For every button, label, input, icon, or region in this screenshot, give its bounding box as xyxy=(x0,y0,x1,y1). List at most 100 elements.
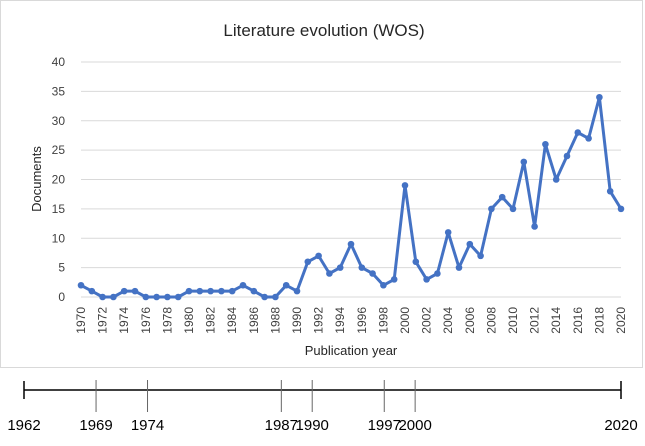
data-point xyxy=(336,264,344,271)
x-tick-label: 1982 xyxy=(204,307,218,334)
x-tick-label: 2000 xyxy=(398,307,412,334)
data-point xyxy=(315,252,322,260)
data-point xyxy=(304,258,312,266)
data-point xyxy=(542,140,549,148)
y-tick-label: 25 xyxy=(52,143,66,157)
data-point xyxy=(250,287,258,295)
timeline-label: 1974 xyxy=(131,417,164,434)
data-point xyxy=(88,287,96,295)
x-tick-label: 1984 xyxy=(225,307,239,334)
data-point xyxy=(347,240,355,248)
x-tick-label: 1998 xyxy=(376,307,390,334)
series-documents xyxy=(77,93,625,301)
data-point xyxy=(606,187,614,195)
timeline-label: 2000 xyxy=(398,417,431,434)
x-axis-label: Publication year xyxy=(305,343,398,358)
x-tick-label: 2004 xyxy=(441,307,455,334)
data-point xyxy=(239,281,247,289)
data-point xyxy=(282,281,290,289)
data-point xyxy=(401,182,409,189)
y-axis-label: Documents xyxy=(29,146,44,212)
y-tick-label: 10 xyxy=(52,231,66,245)
x-tick-label: 2014 xyxy=(549,307,563,334)
data-point xyxy=(434,270,441,277)
x-tick-label: 1972 xyxy=(96,307,110,334)
timeline-label: 1962 xyxy=(7,417,40,434)
x-tick-label: 1994 xyxy=(333,307,347,334)
data-point xyxy=(477,252,484,260)
data-point xyxy=(466,240,474,248)
y-tick-label: 30 xyxy=(52,114,66,128)
x-tick-label: 1986 xyxy=(247,307,261,334)
data-point xyxy=(174,293,182,301)
x-tick-label: 1976 xyxy=(139,307,153,334)
y-tick-label: 35 xyxy=(52,84,66,98)
x-tick-label: 2016 xyxy=(571,307,585,334)
data-point xyxy=(99,293,106,301)
data-point xyxy=(531,223,538,230)
data-point xyxy=(552,176,560,183)
x-tick-label: 1992 xyxy=(312,307,326,334)
data-point xyxy=(110,293,117,301)
data-point xyxy=(585,135,592,142)
timeline-label: 1969 xyxy=(79,417,112,434)
x-tick-label: 1974 xyxy=(117,307,131,334)
data-point xyxy=(488,205,495,213)
x-tick-label: 1996 xyxy=(355,307,369,334)
data-point xyxy=(207,287,214,295)
x-tick-label: 2010 xyxy=(506,307,520,334)
y-tick-label: 5 xyxy=(58,261,65,275)
chart-title: Literature evolution (WOS) xyxy=(223,21,424,40)
data-point xyxy=(563,152,571,160)
data-point xyxy=(358,264,366,271)
data-point xyxy=(390,276,398,283)
data-point xyxy=(412,258,420,266)
data-point xyxy=(444,229,452,236)
timeline-label: 2020 xyxy=(604,417,637,434)
y-tick-label: 15 xyxy=(52,202,66,216)
data-point xyxy=(272,293,279,301)
data-point xyxy=(574,129,582,136)
y-axis-ticks: 0 5 10 15 20 25 30 35 40 xyxy=(52,55,66,304)
x-tick-label: 1988 xyxy=(268,307,282,334)
data-point xyxy=(142,293,150,301)
data-point xyxy=(131,287,139,295)
data-point xyxy=(520,158,528,166)
x-tick-label: 1978 xyxy=(160,307,174,334)
timeline-label: 1987 xyxy=(265,417,298,434)
data-point xyxy=(455,264,463,271)
x-axis-ticks: 1970 1972 1974 1976 1978 1980 1982 1984 1986 1988… xyxy=(74,307,628,334)
data-point xyxy=(617,205,625,213)
x-tick-label: 2020 xyxy=(614,307,628,334)
data-point xyxy=(293,287,301,295)
data-point xyxy=(498,193,506,201)
x-tick-label: 2006 xyxy=(463,307,477,334)
x-tick-label: 2018 xyxy=(592,307,606,334)
y-tick-label: 0 xyxy=(58,290,65,304)
x-tick-label: 2012 xyxy=(528,307,542,334)
data-point xyxy=(261,293,268,301)
data-point xyxy=(196,287,204,295)
x-tick-label: 1980 xyxy=(182,307,196,334)
x-tick-label: 1990 xyxy=(290,307,304,334)
data-point xyxy=(509,205,517,213)
y-tick-label: 40 xyxy=(52,55,66,69)
data-point xyxy=(164,293,171,301)
timeline-label: 1997 xyxy=(368,417,401,434)
x-tick-label: 2008 xyxy=(484,307,498,334)
data-point xyxy=(380,281,387,289)
x-tick-label: 1970 xyxy=(74,307,88,334)
data-point xyxy=(369,270,376,277)
data-point xyxy=(326,270,333,277)
data-point xyxy=(228,287,236,295)
data-point xyxy=(77,281,85,289)
data-point xyxy=(120,287,128,295)
y-tick-label: 20 xyxy=(52,173,66,187)
timeline-label: 1990 xyxy=(296,417,329,434)
data-point xyxy=(218,287,225,295)
data-point xyxy=(423,276,430,283)
x-tick-label: 2002 xyxy=(420,307,434,334)
data-point xyxy=(153,293,160,301)
